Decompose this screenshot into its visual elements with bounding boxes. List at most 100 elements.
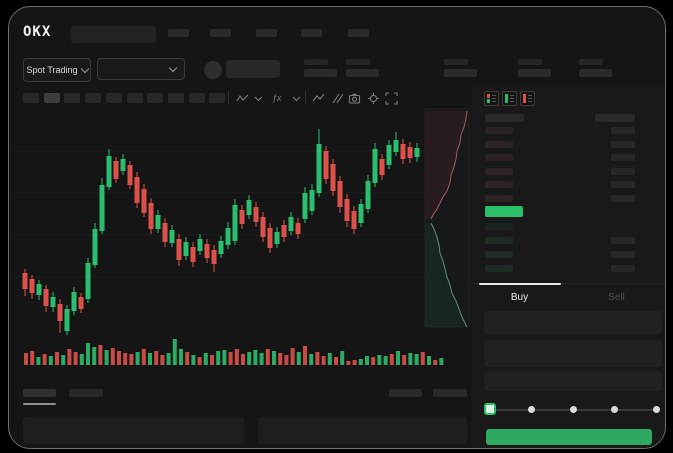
ask-amount-skeleton[interactable]: [611, 168, 635, 175]
volume-bar: [141, 349, 146, 365]
volume-bar: [259, 353, 264, 365]
timeframe-button-skeleton[interactable]: [147, 93, 164, 103]
timeframe-button-skeleton[interactable]: [105, 93, 122, 103]
bid-amount-skeleton[interactable]: [611, 251, 635, 258]
chevron-down-icon[interactable]: [292, 94, 305, 107]
slider-dot[interactable]: [528, 406, 535, 413]
volume-bar: [166, 353, 171, 365]
nav-item-skeleton[interactable]: [168, 29, 189, 37]
timeframe-button-skeleton[interactable]: [43, 93, 60, 103]
candle-body: [407, 147, 413, 158]
nav-item-skeleton[interactable]: [256, 29, 277, 37]
bid-price-skeleton[interactable]: [485, 223, 513, 230]
candlestick-chart[interactable]: [9, 7, 665, 448]
toolbar-divider: [228, 91, 229, 104]
ask-price-skeleton[interactable]: [485, 127, 513, 134]
ask-amount-skeleton[interactable]: [611, 181, 635, 188]
depth-panel-background: [424, 108, 470, 328]
bottom-link-skeleton[interactable]: [433, 389, 467, 397]
buy-button[interactable]: [486, 429, 652, 445]
volume-bar: [327, 353, 332, 365]
slider-dot[interactable]: [569, 406, 577, 413]
volume-bar: [92, 347, 97, 365]
last-price-skeleton: [226, 60, 280, 78]
nav-item-skeleton[interactable]: [301, 29, 322, 37]
ask-price-skeleton[interactable]: [485, 168, 513, 175]
volume-bar: [67, 349, 72, 365]
candle-body: [274, 232, 280, 244]
slider-dot[interactable]: [652, 406, 660, 413]
timeframe-button-skeleton[interactable]: [64, 93, 81, 103]
ask-price-skeleton[interactable]: [485, 181, 513, 188]
bid-price-skeleton[interactable]: [485, 237, 513, 244]
nav-item-skeleton[interactable]: [210, 29, 231, 37]
slider-handle[interactable]: [484, 403, 496, 415]
bid-price-skeleton[interactable]: [485, 251, 513, 258]
price-input-skeleton[interactable]: [484, 311, 662, 334]
buy-tab[interactable]: Buy: [510, 291, 529, 303]
ask-amount-skeleton[interactable]: [611, 141, 635, 148]
timeframe-button-skeleton[interactable]: [167, 93, 184, 103]
fullscreen-icon[interactable]: [385, 92, 398, 105]
candle-body: [309, 190, 315, 211]
ask-price-skeleton[interactable]: [485, 195, 513, 202]
timeframe-button-skeleton[interactable]: [23, 93, 39, 103]
volume-bar: [321, 356, 326, 365]
search-bar-skeleton[interactable]: [71, 26, 156, 43]
candle-body: [344, 199, 350, 221]
volume-bar: [197, 357, 202, 365]
total-input-skeleton[interactable]: [484, 371, 662, 391]
volume-bar: [402, 355, 407, 365]
volume-bar: [284, 355, 289, 365]
candle-body: [141, 189, 147, 213]
timeframe-button-skeleton[interactable]: [188, 93, 205, 103]
ask-amount-skeleton[interactable]: [611, 154, 635, 161]
candle-body: [232, 205, 238, 241]
settings-gear-icon[interactable]: [367, 92, 380, 105]
orders-tab-skeleton[interactable]: [23, 389, 56, 397]
sell-tab[interactable]: Sell: [608, 291, 625, 303]
ask-amount-skeleton[interactable]: [611, 127, 635, 134]
timeframe-button-skeleton[interactable]: [85, 93, 102, 103]
candle-body: [260, 217, 266, 237]
history-tab-skeleton[interactable]: [69, 389, 103, 397]
bid-amount-skeleton[interactable]: [611, 265, 635, 272]
slider-dot[interactable]: [611, 406, 618, 413]
candle-body: [148, 203, 154, 229]
bottom-link-skeleton[interactable]: [389, 389, 422, 397]
volume-bar: [389, 354, 394, 365]
timeframe-button-skeleton[interactable]: [209, 93, 226, 103]
active-tab-indicator: [479, 283, 561, 285]
orderbook-view-asks-icon[interactable]: [520, 91, 535, 106]
amount-input-skeleton[interactable]: [484, 340, 662, 367]
stat-value-skeleton: [444, 69, 477, 77]
candle-body: [155, 215, 161, 229]
ask-price-skeleton[interactable]: [485, 154, 513, 161]
pair-dropdown[interactable]: [97, 58, 185, 80]
order-book-panel: Buy Sell: [471, 86, 665, 448]
candle-body: [393, 140, 399, 152]
candle-body: [365, 181, 371, 209]
indicators-fx-icon[interactable]: ƒx: [272, 93, 282, 103]
bid-amount-skeleton[interactable]: [611, 237, 635, 244]
market-type-dropdown[interactable]: Spot Trading: [23, 58, 91, 82]
ask-amount-skeleton[interactable]: [611, 195, 635, 202]
camera-icon[interactable]: [348, 92, 361, 105]
compare-icon[interactable]: [330, 92, 343, 105]
last-price-badge[interactable]: [485, 206, 523, 217]
nav-item-skeleton[interactable]: [348, 29, 369, 37]
orderbook-view-all-icon[interactable]: [484, 91, 499, 106]
stat-label-skeleton: [304, 59, 328, 65]
orderbook-view-bids-icon[interactable]: [502, 91, 517, 106]
bid-price-skeleton[interactable]: [485, 265, 513, 272]
chart-type-icon[interactable]: [236, 92, 249, 105]
candle-body: [43, 289, 49, 306]
volume-bar: [290, 348, 295, 365]
trendline-icon[interactable]: [312, 92, 325, 105]
timeframe-button-skeleton[interactable]: [126, 93, 143, 103]
percent-slider[interactable]: [484, 402, 662, 418]
candle-body: [323, 151, 329, 179]
volume-bar: [203, 353, 208, 365]
ask-price-skeleton[interactable]: [485, 141, 513, 148]
chevron-down-icon[interactable]: [254, 94, 267, 107]
